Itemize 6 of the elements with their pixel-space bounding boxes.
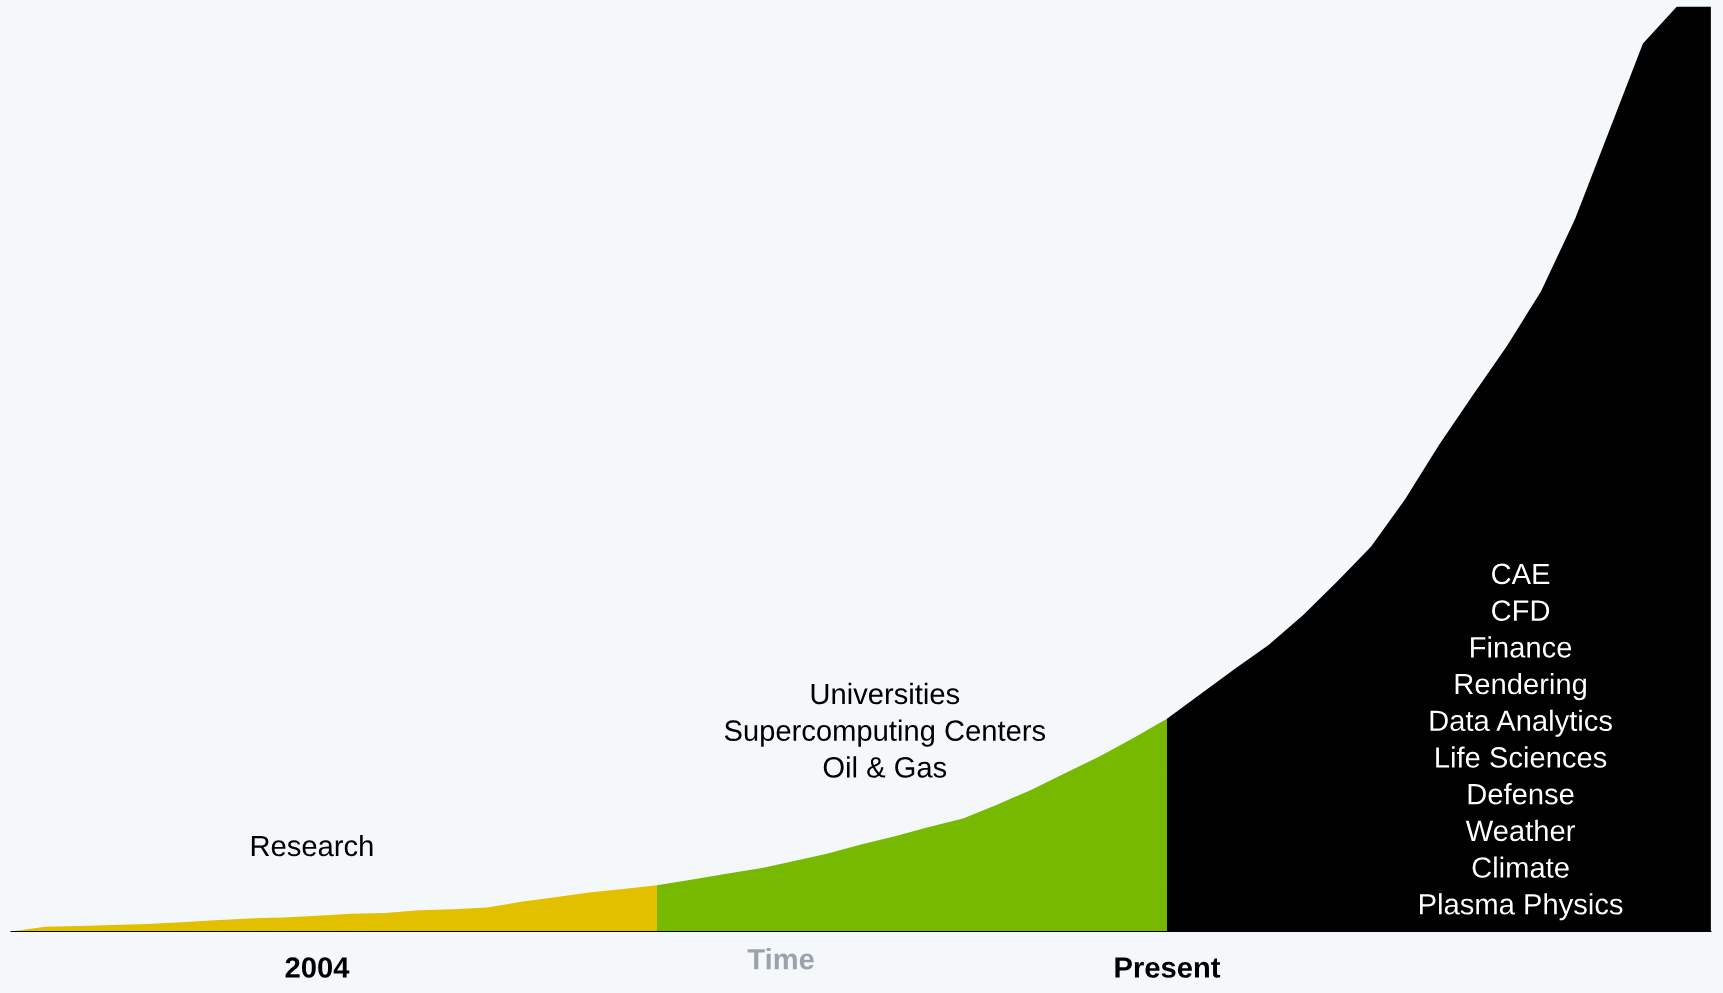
- x-axis-title: Time: [747, 948, 814, 970]
- series-label: Universities Supercomputing Centers Oil & Gas: [724, 682, 1046, 778]
- series-label: Research: [251, 834, 373, 857]
- x-tick-label: Present: [1115, 957, 1221, 978]
- x-tick-label: 2004: [285, 957, 350, 978]
- text: CAE CFD Finance Rendering Data Analytics Life Sciences Defense Weather Climate Plasma Physics: [1420, 563, 1623, 921]
